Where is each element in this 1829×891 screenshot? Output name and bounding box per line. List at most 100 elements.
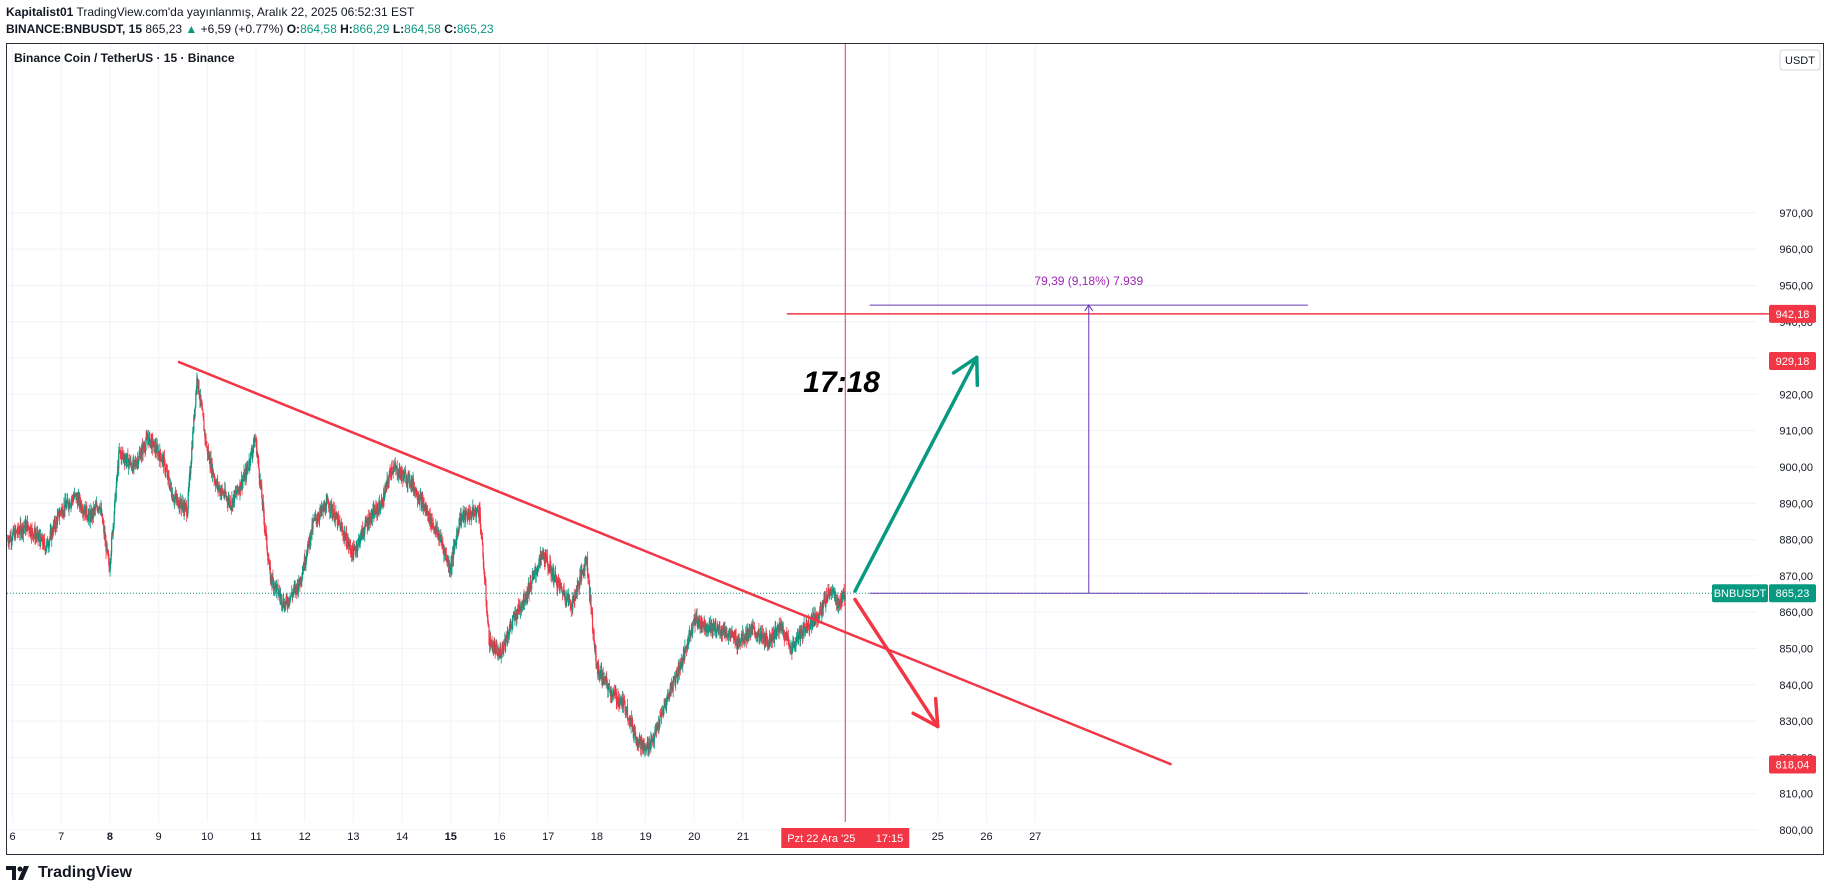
candle-body: [659, 715, 661, 722]
candle-body: [198, 380, 200, 394]
candle-body: [16, 533, 18, 534]
candle-body: [680, 661, 682, 664]
candle-body: [626, 706, 629, 719]
candle-body: [260, 480, 262, 487]
candle-body: [781, 628, 783, 631]
candle-body: [476, 509, 478, 512]
price-tick-label: 850,00: [1779, 643, 1813, 655]
candle-body: [479, 514, 482, 529]
candle-body: [471, 513, 473, 515]
candle-body: [569, 599, 571, 604]
candle-body: [384, 487, 387, 491]
candle-body: [51, 529, 53, 540]
candle-body: [176, 497, 178, 501]
candle-body: [726, 631, 728, 638]
candle-body: [548, 568, 550, 572]
candle-body: [211, 461, 213, 475]
tradingview-logo[interactable]: TradingView: [6, 863, 132, 883]
candle-body: [514, 612, 516, 620]
candle-body: [792, 642, 795, 646]
candle-body: [312, 521, 314, 530]
arrow-up-line[interactable]: [853, 355, 979, 593]
candle-body: [456, 532, 458, 535]
candle-body: [835, 602, 837, 604]
candle-body: [14, 528, 16, 540]
candle-body: [565, 601, 567, 602]
candle-body: [175, 494, 177, 498]
candle-body: [255, 439, 257, 441]
candle-body: [21, 532, 23, 536]
candle-body: [365, 520, 367, 522]
last-price-badge: [1769, 584, 1816, 603]
chart-frame[interactable]: 79,39 (9,18%) 7.939 17:18 800,00 810,00 8 20…: [6, 43, 1824, 855]
candle-body: [379, 508, 382, 511]
candle-body: [378, 501, 381, 507]
candle-body: [46, 542, 48, 549]
candle-body: [43, 538, 45, 541]
candle-body: [28, 527, 30, 532]
candle-body: [549, 562, 551, 572]
candle-body: [54, 520, 56, 528]
candle-body: [463, 513, 465, 520]
candle-body: [357, 539, 359, 547]
candle-body: [511, 623, 513, 628]
candle-body: [27, 521, 29, 527]
low-value: 864,58: [404, 22, 441, 36]
author-name[interactable]: Kapitalist01: [6, 5, 74, 19]
currency-label: USDT: [1785, 55, 1815, 67]
candle-body: [397, 476, 399, 478]
candle-body: [801, 632, 803, 636]
candle-body: [607, 686, 609, 691]
candle-body: [806, 629, 808, 632]
candle-body: [570, 604, 572, 608]
candle-body: [628, 718, 630, 721]
candle-body: [434, 528, 436, 533]
candle-body: [145, 443, 147, 451]
candle-body: [606, 680, 608, 687]
candle-body: [113, 513, 115, 525]
candle-body: [230, 506, 232, 508]
candle-body: [704, 620, 706, 631]
candle-body: [525, 598, 527, 600]
candle-body: [401, 470, 403, 475]
chart-canvas[interactable]: 79,39 (9,18%) 7.939 17:18 800,00 810,00 8 20…: [7, 44, 1823, 854]
candle-body: [47, 538, 49, 547]
candle-body: [278, 591, 281, 595]
candle-body: [304, 556, 306, 566]
candle-body: [72, 498, 75, 502]
descending-trendline[interactable]: [177, 360, 1173, 766]
candle-body: [790, 646, 792, 654]
candle-body: [31, 528, 34, 534]
candle-body: [173, 497, 176, 502]
candle-body: [377, 507, 379, 510]
candle-body: [201, 404, 203, 410]
candle-body: [122, 453, 124, 457]
candle-body: [437, 533, 439, 535]
candle-body: [98, 506, 100, 510]
candle-body: [125, 460, 127, 464]
candle-body: [38, 535, 41, 541]
price-axis[interactable]: 800,00810,00820,00830,00840,00850,00860,…: [1779, 208, 1813, 837]
candle-body: [145, 436, 147, 444]
symbol-badge-label: BNBUSDT: [1714, 588, 1767, 600]
candle-body: [831, 591, 833, 595]
candle-body: [395, 467, 397, 470]
drawings[interactable]: 79,39 (9,18%) 7.939 17:18: [7, 44, 1777, 822]
candle-body: [442, 547, 444, 549]
high-label: H:: [340, 22, 353, 36]
candle-body: [160, 456, 162, 462]
candle-body: [281, 604, 283, 606]
currency-box[interactable]: [1779, 49, 1821, 71]
candle-body: [560, 584, 562, 588]
candle-body: [102, 524, 105, 526]
candle-body: [354, 547, 356, 551]
candle-body: [70, 501, 72, 506]
candle-body: [712, 623, 714, 632]
candle-body: [288, 602, 290, 604]
candle-body: [786, 638, 788, 640]
candle-body: [486, 608, 488, 617]
arrow-down-line[interactable]: [853, 597, 940, 729]
candle-body: [707, 632, 709, 633]
candle-body: [40, 534, 42, 540]
candle-body: [337, 515, 339, 521]
